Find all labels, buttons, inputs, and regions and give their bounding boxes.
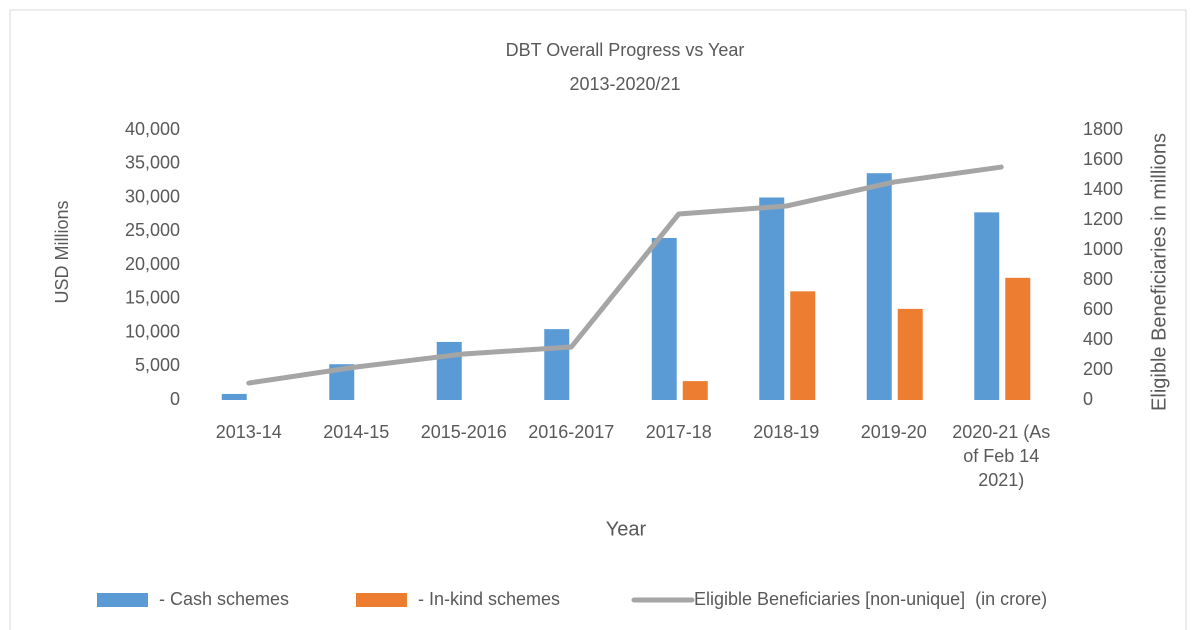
y2-tick-label: 600 — [1083, 299, 1113, 319]
legend-label: Eligible Beneficiaries [non-unique] (in … — [694, 589, 1047, 609]
y-tick-label: 5,000 — [135, 355, 180, 375]
x-tick-label: 2013-14 — [215, 422, 282, 442]
y2-axis-title: Eligible Beneficiaries in millions — [1148, 133, 1170, 411]
x-tick-label: 2020-21 (As of Feb 14 2021) — [952, 422, 1051, 490]
bar — [544, 329, 570, 400]
y-tick-label: 20,000 — [125, 254, 180, 274]
x-tick-label: 2017-18 — [645, 422, 712, 442]
y-axis-title: USD Millions — [52, 200, 72, 303]
legend-swatch — [356, 593, 407, 607]
bar — [1005, 277, 1031, 400]
y2-tick-label: 200 — [1083, 359, 1113, 379]
y2-tick-label: 1600 — [1083, 149, 1123, 169]
y2-tick-label: 400 — [1083, 329, 1113, 349]
x-tick-label: 2016-2017 — [528, 422, 615, 442]
legend-swatch — [97, 593, 148, 607]
y-tick-label: 25,000 — [125, 220, 180, 240]
line — [246, 164, 1004, 386]
x-tick-label: 2019-20 — [860, 422, 927, 442]
y-tick-label: 15,000 — [125, 288, 180, 308]
y-tick-label: 10,000 — [125, 321, 180, 341]
y2-tick-label: 0 — [1083, 389, 1093, 409]
legend-label: - In-kind schemes — [418, 589, 560, 609]
bar — [759, 197, 785, 400]
y-tick-label: 40,000 — [125, 119, 180, 139]
bar — [866, 173, 892, 400]
x-tick-label: 2018-19 — [753, 422, 820, 442]
bar — [897, 308, 923, 400]
y2-tick-label: 1000 — [1083, 239, 1123, 259]
x-tick-label: 2014-15 — [323, 422, 390, 442]
x-tick-label: 2015-2016 — [420, 422, 507, 442]
y-tick-label: 35,000 — [125, 153, 180, 173]
chart-title: DBT Overall Progress vs Year — [506, 40, 745, 60]
bar — [221, 393, 247, 400]
bar — [790, 291, 816, 400]
chart-subtitle: 2013-2020/21 — [569, 74, 680, 94]
bar — [682, 381, 708, 400]
x-axis-title: Year — [606, 518, 647, 540]
bar — [436, 341, 462, 400]
bar — [651, 238, 677, 400]
y2-tick-label: 800 — [1083, 269, 1113, 289]
y2-tick-label: 1800 — [1083, 119, 1123, 139]
chart-frame — [9, 9, 1187, 630]
legend-label: - Cash schemes — [159, 589, 289, 609]
y-tick-label: 0 — [170, 389, 180, 409]
y2-tick-label: 1200 — [1083, 209, 1123, 229]
y-tick-label: 30,000 — [125, 186, 180, 206]
bar — [974, 212, 1000, 400]
y2-tick-label: 1400 — [1083, 179, 1123, 199]
